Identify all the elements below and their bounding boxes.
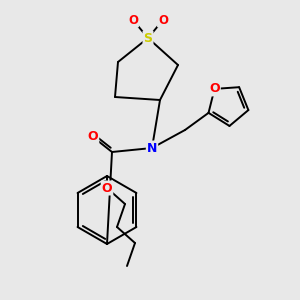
Text: O: O xyxy=(209,82,220,95)
Text: O: O xyxy=(128,14,138,26)
Text: N: N xyxy=(147,142,157,154)
Text: O: O xyxy=(88,130,98,143)
Text: S: S xyxy=(143,32,152,44)
Text: O: O xyxy=(102,182,112,194)
Text: O: O xyxy=(158,14,168,26)
